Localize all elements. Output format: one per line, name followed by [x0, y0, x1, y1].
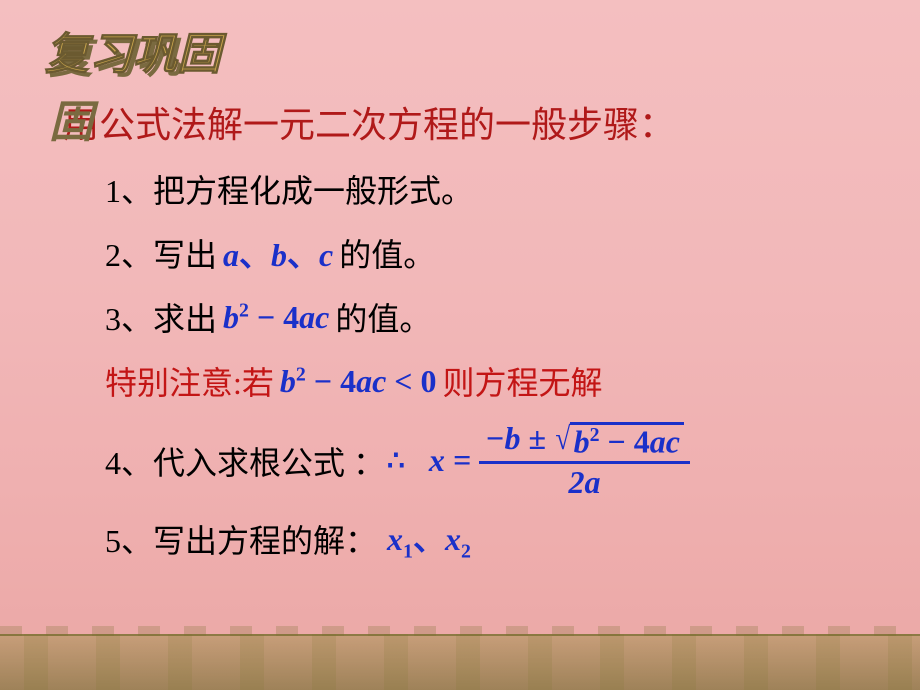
note-lt: < 0: [386, 363, 436, 399]
step-3-prefix: 3、求出: [105, 294, 217, 340]
step-2-prefix: 2、写出: [105, 230, 217, 276]
var-b: b: [271, 237, 287, 273]
sqrt-ac: ac: [650, 424, 680, 460]
disc-sup: 2: [239, 299, 249, 321]
step-1: 1、把方程化成一般形式。: [105, 166, 865, 212]
step-5: 5、写出方程的解： x1、x2: [105, 514, 865, 563]
step-1-text: 1、把方程化成一般形式。: [105, 166, 473, 212]
step-3: 3、求出 b2 − 4ac 的值。: [105, 294, 865, 340]
var-c: c: [319, 237, 333, 273]
steps-list: 1、把方程化成一般形式。 2、写出 a、b、c 的值。 3、求出 b2 − 4a…: [105, 166, 865, 563]
roots-sep: 、: [413, 521, 445, 557]
title-text: 复习巩固: [45, 18, 221, 82]
math-discriminant: b2 − 4ac: [223, 299, 329, 336]
note-suffix: 则方程无解: [443, 358, 603, 404]
math-disc-lt-zero: b2 − 4ac < 0: [280, 363, 437, 400]
sqrt-sign: √: [555, 422, 570, 456]
sqrt-b: b: [574, 424, 590, 460]
disc-ac: ac: [299, 299, 329, 335]
sub1: 1: [403, 540, 413, 562]
step-5-prefix: 5、写出方程的解：: [105, 516, 377, 562]
sub2: 2: [461, 540, 471, 562]
math-roots: x1、x2: [387, 514, 471, 563]
quadratic-formula: x = −b ± √b2 − 4ac 2a: [429, 422, 690, 500]
step-3-suffix: 的值。: [335, 294, 431, 340]
fraction: −b ± √b2 − 4ac 2a: [479, 422, 690, 500]
var-a: a: [223, 237, 239, 273]
disc-minus: − 4: [249, 299, 299, 335]
slide: 复习巩固 复习巩固 用公式法解一元二次方程的一般步骤： 1、把方程化成一般形式。…: [0, 0, 920, 690]
x2: x: [445, 521, 461, 557]
sqrt-rest: − 4: [600, 424, 650, 460]
footer-decoration: [0, 634, 920, 690]
therefore-symbol: ∴: [387, 444, 405, 478]
disc-b: b: [223, 299, 239, 335]
note-prefix: 特别注意:若: [105, 358, 274, 404]
x1: x: [387, 521, 403, 557]
sep-2: 、: [287, 237, 319, 273]
step-note: 特别注意:若 b2 − 4ac < 0 则方程无解: [105, 358, 865, 404]
note-ac: ac: [356, 363, 386, 399]
denominator: 2a: [563, 466, 607, 500]
sqrt: √b2 − 4ac: [554, 422, 684, 459]
plus-minus: ±: [520, 420, 554, 456]
x-equals: x =: [429, 442, 471, 479]
slide-title: 复习巩固 复习巩固: [45, 18, 221, 82]
minus-b: −b: [485, 420, 520, 456]
step-2: 2、写出 a、b、c 的值。: [105, 230, 865, 276]
sep-1: 、: [239, 237, 271, 273]
note-b: b: [280, 363, 296, 399]
note-rest: − 4: [306, 363, 356, 399]
note-sup: 2: [296, 363, 306, 385]
sqrt-body: b2 − 4ac: [570, 422, 684, 459]
numerator: −b ± √b2 − 4ac: [479, 422, 690, 459]
math-abc: a、b、c: [223, 230, 333, 276]
step-4: 4、代入求根公式 ： ∴ x = −b ± √b2 − 4ac 2a: [105, 422, 865, 500]
sqrt-sup: 2: [590, 424, 600, 446]
step-4-prefix: 4、代入求根公式 ：: [105, 438, 385, 484]
step-2-suffix: 的值。: [339, 230, 435, 276]
